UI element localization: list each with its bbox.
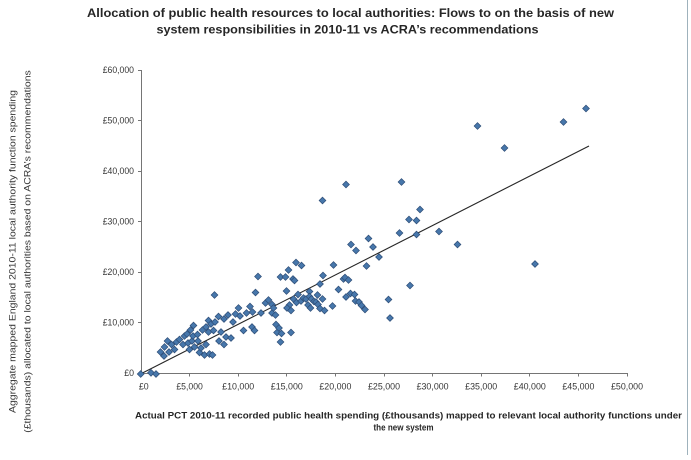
svg-text:£10,000: £10,000 [103,318,134,328]
svg-text:the new system: the new system [374,423,434,434]
svg-text:Actual PCT 2010-11 recorded pu: Actual PCT 2010-11 recorded public healt… [135,411,682,422]
svg-text:£50,000: £50,000 [611,382,643,392]
svg-text:£0: £0 [124,368,134,378]
svg-text:£5,000: £5,000 [176,382,203,392]
svg-text:£50,000: £50,000 [103,116,134,126]
svg-text:£40,000: £40,000 [103,166,134,176]
svg-text:£15,000: £15,000 [271,382,303,392]
svg-text:£30,000: £30,000 [103,217,134,227]
svg-text:£25,000: £25,000 [368,382,400,392]
svg-text:£35,000: £35,000 [465,382,497,392]
svg-text:Allocation of public health re: Allocation of public health resources to… [87,6,615,20]
svg-text:£60,000: £60,000 [103,65,134,75]
svg-text:£20,000: £20,000 [103,267,134,277]
svg-text:system responsibilities in 201: system responsibilities in 2010-11 vs AC… [157,23,539,37]
svg-text:£20,000: £20,000 [319,382,351,392]
svg-text:£0: £0 [139,382,149,392]
svg-text:£45,000: £45,000 [562,382,594,392]
svg-text:Aggregate mapped England 2010: Aggregate mapped England 2010-11 local a… [8,90,19,413]
svg-text:(£thousands) allocated to loca: (£thousands) allocated to local authorit… [23,70,34,433]
svg-text:£40,000: £40,000 [514,382,546,392]
svg-text:£10,000: £10,000 [222,382,254,392]
svg-text:£30,000: £30,000 [417,382,449,392]
